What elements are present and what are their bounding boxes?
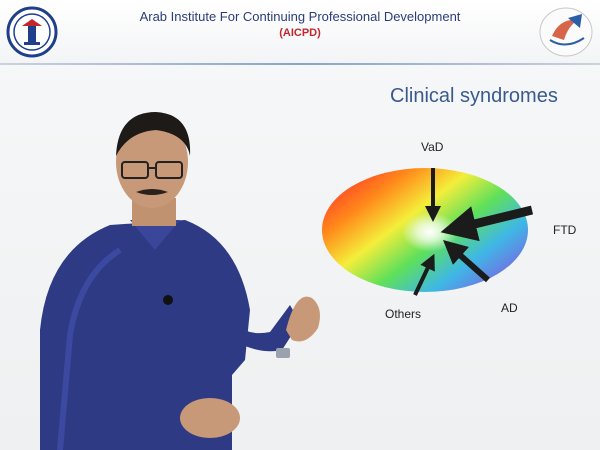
institute-abbreviation: (AICPD) <box>0 27 600 39</box>
presenter-video <box>0 100 340 450</box>
label-others: Others <box>385 307 421 321</box>
label-vad: VaD <box>421 140 443 154</box>
slide-title: Clinical syndromes <box>390 85 558 108</box>
center-glow <box>402 212 458 252</box>
label-ad: AD <box>501 301 518 315</box>
institute-name: Arab Institute For Continuing Profession… <box>0 9 600 24</box>
header-divider <box>0 63 600 65</box>
elearning-logo <box>538 6 594 58</box>
label-ftd: FTD <box>553 223 576 237</box>
